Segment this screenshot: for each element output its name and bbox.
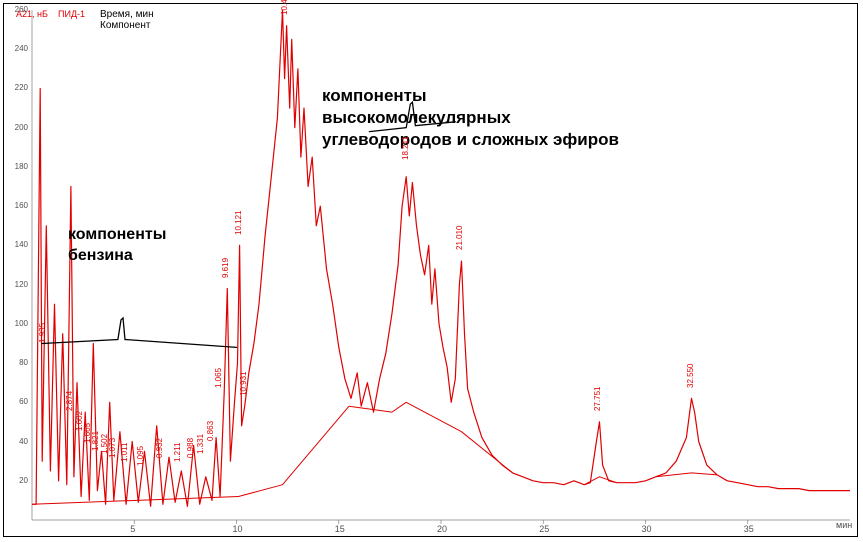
peak-label-9: 0.932 [155,438,164,458]
y-tick-label: 240 [8,44,28,53]
baseline-segment-2 [349,402,513,473]
x-tick-label: 30 [642,524,652,534]
y-tick-label: 220 [8,83,28,92]
x-tick-label: 25 [539,524,549,534]
peak-label-8: 1.095 [136,446,145,466]
peak-label-7: 1.011 [120,443,129,462]
y-tick-label: 60 [8,397,28,406]
peak-label-15: 9.619 [221,258,230,278]
y-tick-label: 200 [8,123,28,132]
y-tick-label: 40 [8,437,28,446]
x-tick-label: 10 [233,524,243,534]
chromatogram-plot [0,0,863,542]
peak-label-11: 0.988 [186,438,195,458]
peak-label-20: 21.010 [455,226,464,250]
peak-label-19: 18.211 [401,136,410,160]
peak-label-18: 10.470 [280,0,289,15]
y-tick-label: 100 [8,319,28,328]
peak-label-10: 1.211 [173,443,182,462]
y-tick-label: 160 [8,201,28,210]
x-tick-label: 5 [130,524,135,534]
peak-label-14: 1.065 [214,368,223,388]
peak-label-6: 1.073 [108,438,117,458]
y-tick-label: 260 [8,5,28,14]
x-tick-label: 15 [335,524,345,534]
peak-label-21: 27.751 [593,387,602,411]
y-tick-label: 120 [8,280,28,289]
peak-label-13: 0.863 [206,421,215,441]
baseline-segment-0 [32,497,239,505]
x-tick-label: 35 [744,524,754,534]
annotation-benzine: компонентыбензина [68,225,166,267]
peak-label-22: 32.550 [686,363,695,387]
peak-label-16: 10.121 [234,210,243,234]
baseline-segment-1 [239,406,350,496]
annotation-high-mw: компонентывысокомолекулярныхуглеводородо… [322,85,619,151]
y-tick-label: 80 [8,358,28,367]
peak-label-0: 1.935 [38,323,47,343]
y-tick-label: 180 [8,162,28,171]
peak-label-12: 1.331 [196,434,205,454]
y-tick-label: 140 [8,240,28,249]
peak-label-1: 2.874 [65,391,74,411]
peak-label-17: 10.931 [239,371,248,395]
y-tick-label: 20 [8,476,28,485]
x-tick-label: 20 [437,524,447,534]
bracket-benzine [42,318,236,347]
x-axis-unit: мин [836,520,852,530]
